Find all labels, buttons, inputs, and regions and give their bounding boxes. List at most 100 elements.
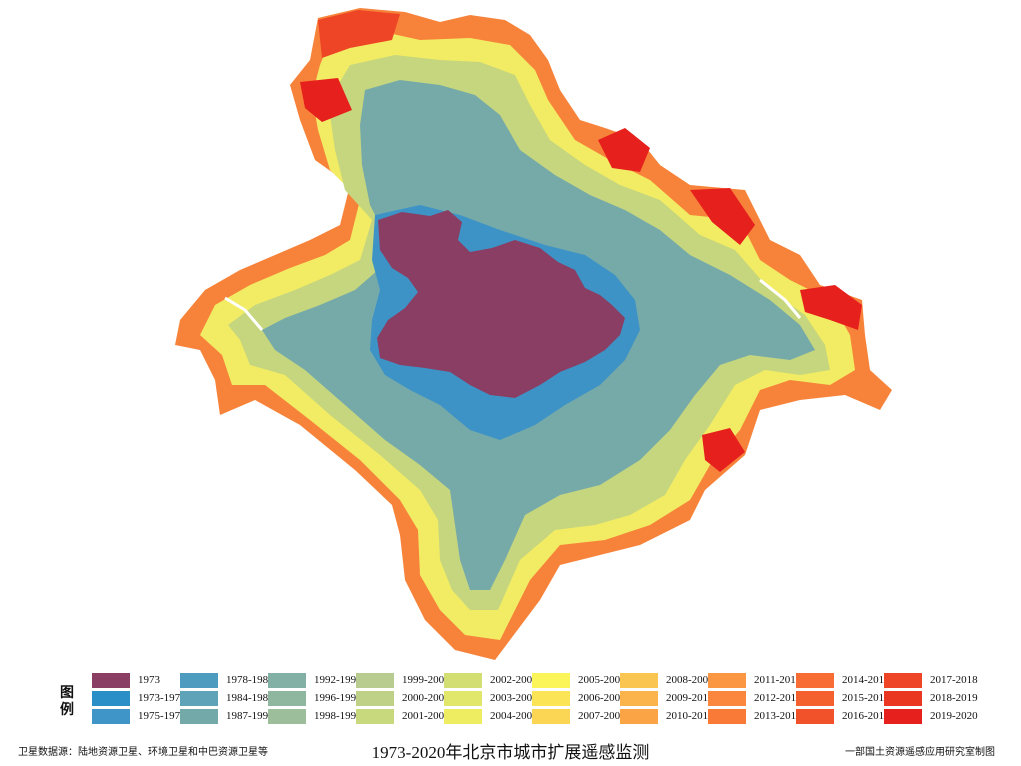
legend-swatch: [444, 672, 482, 688]
map-river-west: [224, 296, 264, 331]
legend-label: 1978-1984: [226, 674, 274, 686]
legend-item: 2005-2006: [532, 671, 626, 689]
legend-item: 2011-2012: [708, 671, 801, 689]
map-patch-north: [318, 10, 400, 58]
legend-label: 1975-1978: [138, 710, 186, 722]
map-patch-northwest: [300, 78, 352, 122]
legend-label: 2012-2013: [754, 692, 802, 704]
legend-swatch: [884, 708, 922, 724]
legend-swatch: [884, 690, 922, 706]
legend-swatch: [180, 672, 218, 688]
legend-swatch: [620, 690, 658, 706]
legend-item: 1998-1999: [268, 707, 362, 725]
legend-label: 2016-2017: [842, 710, 890, 722]
legend-swatch: [444, 708, 482, 724]
legend-label: 1992-1996: [314, 674, 362, 686]
legend-heading: 图例: [60, 685, 74, 718]
legend-item: 1987-1992: [180, 707, 274, 725]
legend-item: 2008-2009: [620, 671, 714, 689]
data-source-note: 卫星数据源：陆地资源卫星、环境卫星和中巴资源卫星等: [18, 747, 268, 758]
map-river-east: [759, 278, 802, 319]
legend-item: 2018-2019: [884, 689, 978, 707]
legend-label: 2003-2004: [490, 692, 538, 704]
legend-swatch: [708, 708, 746, 724]
legend-label: 2008-2009: [666, 674, 714, 686]
legend-label: 2013-2014: [754, 710, 802, 722]
legend-swatch: [884, 672, 922, 688]
legend-label: 2001-2002: [402, 710, 450, 722]
legend-item: 2007-2008: [532, 707, 626, 725]
legend-item: 2000-2001: [356, 689, 450, 707]
legend-label: 1996-1998: [314, 692, 362, 704]
legend-swatch: [180, 690, 218, 706]
map-zone-core-1973: [377, 210, 625, 398]
legend-swatch: [620, 708, 658, 724]
map-patch-east: [800, 285, 862, 330]
cartographer-credit: 一部国土资源遥感应用研究室制图: [845, 747, 995, 758]
legend: 图例 1973 1973-1975 1975-1978 1978-1984 1984-1…: [0, 668, 1021, 732]
urban-expansion-map: [175, 8, 892, 660]
footer: 卫星数据源：陆地资源卫星、环境卫星和中巴资源卫星等 1973-2020年北京市城…: [0, 736, 1021, 764]
legend-item: 1984-1987: [180, 689, 274, 707]
legend-swatch: [268, 708, 306, 724]
legend-item: 2015-2016: [796, 689, 890, 707]
legend-label: 2019-2020: [930, 710, 978, 722]
legend-swatch: [708, 672, 746, 688]
map-patch-northeast: [598, 128, 650, 172]
map-patch-southeast: [702, 428, 745, 472]
legend-swatch: [92, 672, 130, 688]
legend-item: 2017-2018: [884, 671, 978, 689]
legend-swatch: [708, 690, 746, 706]
legend-swatch: [356, 672, 394, 688]
legend-label: 2018-2019: [930, 692, 978, 704]
legend-item: 2003-2004: [444, 689, 538, 707]
legend-swatch: [268, 672, 306, 688]
legend-label: 1999-2000: [402, 674, 450, 686]
legend-swatch: [92, 708, 130, 724]
legend-item: 2002-2003: [444, 671, 538, 689]
legend-item: 1978-1984: [180, 671, 274, 689]
legend-label: 1973-1975: [138, 692, 186, 704]
legend-item: 2006-2007: [532, 689, 626, 707]
legend-label: 2009-2010: [666, 692, 714, 704]
legend-item: 1975-1978: [92, 707, 186, 725]
legend-label: 2005-2006: [578, 674, 626, 686]
legend-swatch: [532, 708, 570, 724]
legend-label: 2006-2007: [578, 692, 626, 704]
legend-label: 1973: [138, 674, 160, 686]
legend-swatch: [180, 708, 218, 724]
legend-item: 2012-2013: [708, 689, 802, 707]
legend-swatch: [796, 672, 834, 688]
map-title: 1973-2020年北京市城市扩展遥感监测: [371, 743, 650, 762]
legend-swatch: [796, 690, 834, 706]
legend-label: 2014-2015: [842, 674, 890, 686]
legend-item: 2016-2017: [796, 707, 890, 725]
legend-item: 1973: [92, 671, 160, 689]
legend-label: 2015-2016: [842, 692, 890, 704]
legend-item: 1996-1998: [268, 689, 362, 707]
legend-swatch: [532, 672, 570, 688]
legend-item: 2014-2015: [796, 671, 890, 689]
legend-label: 2004-2005: [490, 710, 538, 722]
legend-label: 1984-1987: [226, 692, 274, 704]
legend-label: 2011-2012: [754, 674, 802, 686]
legend-item: 2001-2002: [356, 707, 450, 725]
legend-label: 2002-2003: [490, 674, 538, 686]
legend-label: 2007-2008: [578, 710, 626, 722]
legend-swatch: [620, 672, 658, 688]
legend-swatch: [532, 690, 570, 706]
legend-label: 2000-2001: [402, 692, 450, 704]
legend-swatch: [92, 690, 130, 706]
legend-item: 1973-1975: [92, 689, 186, 707]
legend-item: 1999-2000: [356, 671, 450, 689]
legend-label: 1998-1999: [314, 710, 362, 722]
legend-swatch: [356, 708, 394, 724]
legend-swatch: [444, 690, 482, 706]
legend-label: 2017-2018: [930, 674, 978, 686]
legend-swatch: [796, 708, 834, 724]
legend-label: 2010-2011: [666, 710, 714, 722]
legend-item: 2013-2014: [708, 707, 802, 725]
legend-item: 2010-2011: [620, 707, 713, 725]
legend-label: 1987-1992: [226, 710, 274, 722]
legend-item: 1992-1996: [268, 671, 362, 689]
